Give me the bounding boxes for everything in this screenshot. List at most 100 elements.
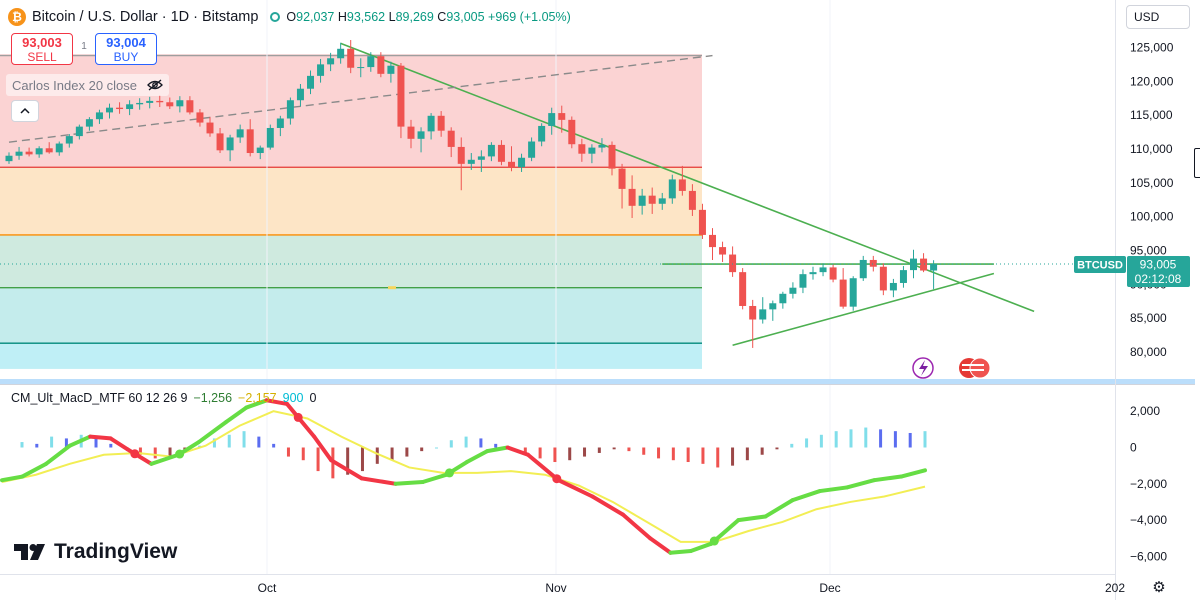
trend-line (340, 42, 1035, 313)
candle-body (236, 129, 244, 138)
bitcoin-icon: ₿ (8, 8, 26, 26)
candle-body (116, 107, 124, 110)
candle-body (568, 119, 576, 145)
candle-body (859, 259, 867, 279)
candle-body (719, 247, 727, 255)
chevron-up-icon (20, 107, 30, 114)
macd-line-segment (590, 494, 625, 517)
macd-axis-label: −4,000 (1130, 513, 1167, 527)
symbol-tag (1074, 255, 1126, 273)
macd-line-segment (0, 474, 25, 483)
macd-histogram-bar (775, 447, 779, 450)
macd-line-segment (844, 478, 877, 490)
chart-header: ₿ Bitcoin / U.S. Dollar · 1D · Bitstamp … (8, 6, 571, 28)
candle-body (45, 148, 53, 153)
sell-button[interactable]: 93,003 SELL (11, 33, 73, 65)
macd-histogram-bar (686, 447, 690, 463)
time-axis-label: Oct (258, 581, 277, 595)
macd-line-segment (20, 461, 49, 479)
candle-body (427, 115, 435, 132)
macd-histogram-bar (523, 447, 527, 453)
candle-body (688, 190, 696, 210)
zone-band (0, 343, 702, 369)
macd-histogram-bar (819, 434, 823, 448)
candle-body (286, 100, 294, 119)
market-status-icon[interactable] (270, 12, 281, 22)
macd-histogram-bar (434, 447, 438, 449)
macd-histogram-bar (168, 447, 172, 457)
candle-body (930, 263, 938, 271)
trend-lines[interactable] (8, 42, 1035, 347)
macd-histogram-bar (538, 447, 542, 459)
collapse-legend-button[interactable] (11, 100, 39, 122)
macd-histogram-bar (390, 447, 394, 461)
candle-body (518, 157, 526, 168)
zone-band (0, 287, 702, 344)
buy-button[interactable]: 93,004 BUY (95, 33, 157, 65)
macd-histogram-bar (716, 447, 720, 468)
candle-body (508, 161, 515, 168)
candle-body (578, 144, 586, 154)
time-axis-label: 202 (1105, 581, 1125, 595)
macd-line-segment (505, 445, 530, 457)
macd-histogram-bar (834, 431, 838, 448)
macd-histogram-bar (138, 447, 142, 455)
us-flag-icon (969, 357, 991, 379)
zone-band (0, 234, 702, 288)
price-axis-label: 110,000 (1130, 142, 1173, 156)
indicator-legend[interactable]: Carlos Index 20 close (6, 74, 170, 96)
macd-line-segment (736, 514, 768, 523)
macd-axis-label: −2,000 (1130, 477, 1167, 491)
flag-stripe (962, 369, 984, 371)
macd-histogram-bar (109, 443, 113, 448)
macd-line-segment (648, 536, 673, 555)
macd-histogram-bar (568, 447, 572, 461)
symbol-title[interactable]: Bitcoin / U.S. Dollar · 1D · Bitstamp (32, 9, 259, 25)
candle-body (749, 305, 757, 320)
eye-off-icon[interactable] (147, 79, 163, 91)
candle-body (879, 266, 887, 291)
macd-line-segment (244, 398, 269, 410)
macd-line-segment (485, 445, 510, 454)
candle-body (598, 144, 606, 148)
candles (0, 39, 1115, 348)
tradingview-brand: TradingView (54, 540, 178, 563)
macd-histogram-bar (612, 447, 616, 450)
currency-selector[interactable]: USD (1126, 5, 1190, 29)
zone-band (0, 167, 702, 235)
settings-icon[interactable]: ⚙ (1152, 579, 1166, 596)
candle-body (477, 156, 485, 160)
candle-body (799, 274, 807, 288)
candle-body (317, 64, 325, 76)
macd-histogram-bar (731, 447, 735, 466)
macd-histogram-bar (923, 431, 927, 448)
candle-body (206, 122, 214, 134)
macd-histogram-bar (449, 440, 453, 448)
chart-marks (912, 357, 991, 379)
macd-histogram-bar (212, 438, 216, 448)
price-axis-label: 100,000 (1130, 210, 1174, 224)
macd-histogram-bar (701, 447, 705, 464)
candle-body (538, 125, 546, 142)
candle-body (829, 267, 837, 280)
time-axis-label: Dec (819, 581, 840, 595)
macd-histogram-bar (227, 434, 231, 448)
macd-axis-label: −6,000 (1130, 549, 1167, 563)
macd-histogram-bar (153, 447, 157, 459)
candle-body (819, 267, 827, 273)
macd-histogram-bar (879, 429, 883, 448)
macd-line-segment (817, 485, 849, 494)
macd-histogram-bar (316, 447, 320, 472)
pane-separator (0, 379, 1195, 384)
macd-line-segment (149, 452, 181, 466)
candle-body (739, 272, 747, 306)
macd-histogram-bar (671, 447, 675, 461)
macd-histogram-bar (479, 438, 483, 448)
candle-body (437, 115, 445, 131)
candle-body (256, 147, 264, 154)
macd-legend[interactable]: CM_Ult_MacD_MTF 60 12 26 9 −1,256 −2,157… (11, 391, 317, 405)
candle-body (889, 282, 897, 291)
tradingview-logo[interactable]: TradingView (14, 540, 177, 564)
panel-resize-handle[interactable] (1194, 148, 1200, 178)
